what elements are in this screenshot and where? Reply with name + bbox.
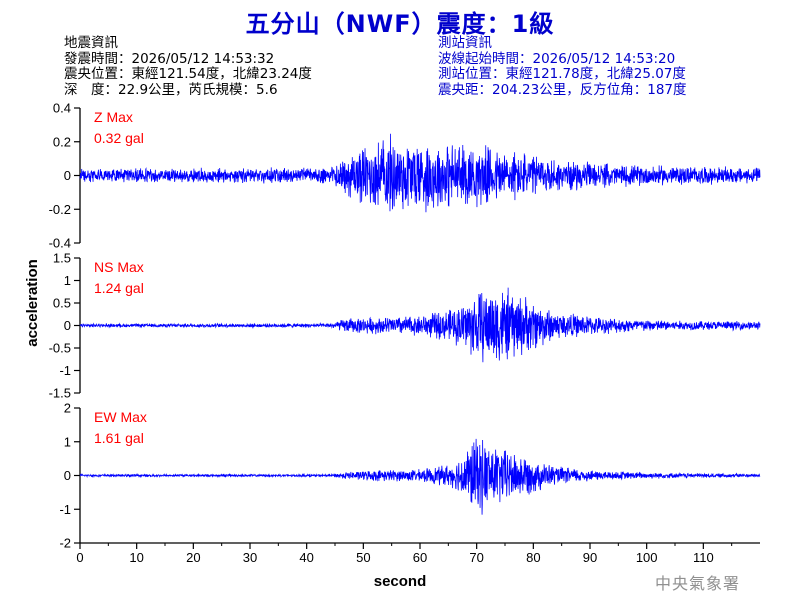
y-tick-label: 0 [64, 468, 71, 483]
max-title-ns: NS Max [94, 259, 144, 275]
y-tick-label: -0.5 [49, 341, 71, 356]
max-value-z: 0.32 gal [94, 130, 144, 146]
depth-magnitude: 深 度：22.9公里，芮氏規模：5.6 [64, 81, 278, 98]
station-info-heading: 測站資訊 [438, 35, 492, 51]
waveform-ns [79, 287, 761, 363]
waveform-z [79, 133, 761, 213]
max-title-z: Z Max [94, 109, 133, 125]
y-tick-label: -1.5 [49, 386, 71, 401]
y-tick-label: 1.5 [53, 251, 71, 266]
y-tick-label: 0 [64, 318, 71, 333]
origin-time: 發震時間：2026/05/12 14:53:32 [64, 50, 275, 67]
y-tick-label: -0.4 [49, 236, 71, 251]
x-tick-label: 90 [583, 550, 597, 565]
x-tick-label: 20 [186, 550, 200, 565]
max-value-ns: 1.24 gal [94, 280, 144, 296]
distance-azimuth: 震央距：204.23公里，反方位角：187度 [438, 81, 687, 98]
x-tick-label: 100 [636, 550, 658, 565]
wave-start-time: 波線起始時間：2026/05/12 14:53:20 [438, 50, 676, 67]
y-axis-title: acceleration [24, 259, 41, 347]
x-tick-label: 70 [469, 550, 483, 565]
y-tick-label: 1 [64, 273, 71, 288]
page-title: 五分山（NWF）震度：1級 [245, 10, 555, 38]
max-value-ew: 1.61 gal [94, 430, 144, 446]
y-tick-label: -0.2 [49, 202, 71, 217]
y-tick-label: 0.2 [53, 134, 71, 149]
quake-info-heading: 地震資訊 [64, 35, 118, 51]
x-tick-label: 0 [76, 550, 83, 565]
max-title-ew: EW Max [94, 409, 147, 425]
earthquake-info: 地震資訊 發震時間：2026/05/12 14:53:32 震央位置：東經121… [64, 35, 312, 98]
x-tick-label: 60 [413, 550, 427, 565]
y-tick-label: -1 [59, 502, 71, 517]
x-axis-title: second [374, 573, 427, 590]
station-location: 測站位置：東經121.78度，北緯25.07度 [438, 66, 686, 82]
y-tick-label: 0.5 [53, 296, 71, 311]
x-tick-label: 110 [693, 550, 714, 565]
y-tick-label: 2 [64, 401, 71, 416]
x-tick-label: 40 [299, 550, 313, 565]
y-tick-label: -1 [59, 363, 71, 378]
y-tick-label: -2 [59, 536, 71, 551]
waveform-ew [79, 438, 761, 515]
x-tick-label: 80 [526, 550, 540, 565]
x-tick-label: 10 [129, 550, 143, 565]
x-tick-label: 30 [243, 550, 257, 565]
agency-footer: 中央氣象署 [655, 574, 741, 593]
station-info: 測站資訊 波線起始時間：2026/05/12 14:53:20 測站位置：東經1… [438, 35, 687, 98]
x-tick-label: 50 [356, 550, 370, 565]
y-tick-label: 0 [64, 168, 71, 183]
epicenter-location: 震央位置：東經121.54度，北緯23.24度 [64, 66, 312, 82]
y-tick-label: 1 [64, 434, 71, 449]
y-tick-label: 0.4 [53, 101, 71, 116]
